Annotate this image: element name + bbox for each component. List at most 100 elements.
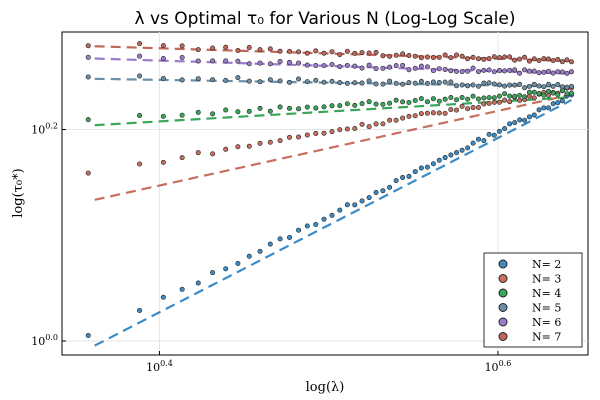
point-n5: [257, 79, 263, 85]
point-n6: [179, 55, 185, 61]
point-n6: [304, 62, 310, 68]
point-n5: [267, 77, 273, 83]
point-n5: [430, 79, 436, 85]
point-n7: [296, 49, 302, 55]
point-n3: [400, 115, 406, 121]
legend-marker: [498, 288, 508, 298]
point-n6: [359, 65, 365, 71]
point-n7: [496, 55, 502, 61]
point-n3: [491, 99, 497, 105]
point-n7: [246, 45, 252, 51]
point-n6: [246, 61, 252, 67]
point-n6: [486, 67, 492, 73]
point-n4: [235, 109, 241, 115]
point-n2: [223, 266, 229, 272]
legend-label: N= 6: [532, 316, 561, 329]
point-n3: [481, 101, 487, 107]
point-n5: [465, 83, 471, 89]
point-n2: [267, 241, 273, 247]
point-n5: [235, 75, 241, 81]
point-n7: [373, 49, 379, 55]
y-tick-label: 100.2: [31, 122, 58, 137]
point-n4: [321, 104, 327, 110]
point-n7: [424, 54, 430, 60]
point-n6: [550, 70, 556, 76]
point-n6: [313, 63, 319, 69]
point-n5: [454, 83, 460, 89]
point-n4: [400, 99, 406, 105]
point-n6: [352, 63, 358, 69]
point-n4: [531, 89, 537, 95]
point-n6: [559, 69, 565, 75]
point-n7: [536, 57, 542, 63]
point-n7: [160, 43, 166, 49]
point-n5: [352, 80, 358, 86]
point-n4: [223, 107, 229, 113]
point-n4: [436, 98, 442, 104]
point-n7: [412, 53, 418, 59]
point-n7: [393, 52, 399, 58]
point-n5: [496, 82, 502, 88]
point-n4: [412, 97, 418, 103]
point-n4: [564, 91, 570, 97]
point-n3: [267, 139, 273, 145]
point-n3: [380, 121, 386, 127]
point-n6: [496, 68, 502, 74]
point-n5: [406, 80, 412, 86]
point-n2: [459, 147, 465, 153]
point-n2: [541, 105, 547, 111]
point-n7: [555, 56, 561, 62]
point-n7: [517, 56, 523, 62]
point-n2: [352, 202, 358, 208]
point-n4: [502, 91, 508, 97]
point-n6: [267, 61, 273, 67]
legend-marker: [498, 303, 508, 312]
point-n4: [470, 93, 476, 99]
point-n6: [400, 62, 406, 68]
legend-label: N= 7: [532, 331, 561, 344]
point-n7: [546, 56, 552, 62]
point-n2: [491, 132, 497, 138]
point-n6: [502, 68, 508, 74]
point-n6: [387, 64, 393, 70]
point-n4: [85, 117, 91, 123]
point-n5: [550, 83, 556, 89]
point-n5: [512, 82, 518, 88]
point-n4: [246, 108, 252, 114]
point-n5: [522, 85, 528, 91]
point-n3: [85, 170, 91, 176]
point-n5: [502, 83, 508, 89]
point-n6: [531, 68, 537, 74]
point-n2: [475, 136, 481, 142]
point-n7: [277, 48, 283, 54]
legend-marker: [498, 332, 508, 341]
point-n6: [287, 59, 293, 65]
point-n3: [436, 110, 442, 116]
point-n5: [442, 79, 448, 85]
point-n4: [496, 93, 502, 99]
point-n4: [568, 90, 574, 96]
point-n3: [459, 103, 465, 109]
point-n5: [448, 79, 454, 85]
point-n6: [465, 68, 471, 74]
point-n3: [470, 105, 476, 111]
point-n5: [160, 75, 166, 81]
point-n4: [546, 88, 552, 94]
point-n5: [531, 81, 537, 87]
point-n7: [526, 58, 532, 64]
point-n7: [502, 54, 508, 60]
point-n6: [564, 70, 570, 76]
point-n7: [481, 56, 487, 62]
point-n2: [486, 131, 492, 137]
point-n6: [470, 65, 476, 71]
point-n5: [321, 79, 327, 85]
point-n5: [223, 77, 229, 83]
point-n2: [555, 100, 561, 106]
fit-lines: [94, 45, 572, 347]
point-n7: [465, 56, 471, 62]
point-n2: [448, 152, 454, 158]
point-n6: [536, 70, 542, 76]
point-n2: [442, 155, 448, 161]
point-n3: [195, 150, 201, 156]
point-n7: [137, 41, 143, 47]
